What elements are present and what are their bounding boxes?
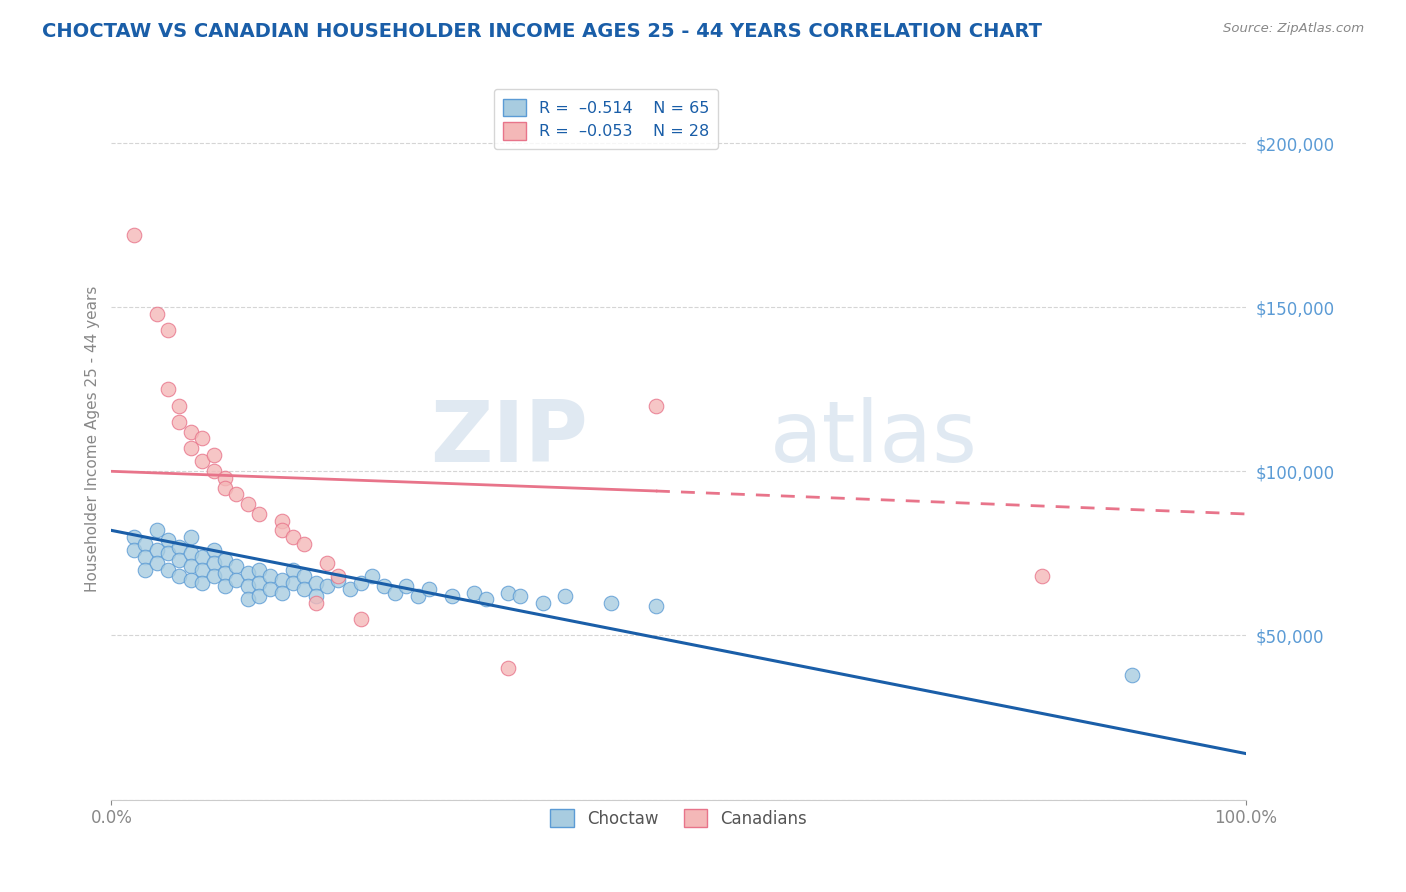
Point: [395, 579, 418, 593]
Point: [157, 533, 180, 548]
Point: [247, 507, 270, 521]
Point: [169, 399, 191, 413]
Point: [146, 543, 169, 558]
Point: [202, 556, 225, 570]
Point: [214, 471, 236, 485]
Point: [134, 549, 156, 564]
Text: CHOCTAW VS CANADIAN HOUSEHOLDER INCOME AGES 25 - 44 YEARS CORRELATION CHART: CHOCTAW VS CANADIAN HOUSEHOLDER INCOME A…: [42, 22, 1042, 41]
Point: [440, 589, 463, 603]
Point: [225, 559, 247, 574]
Point: [599, 596, 621, 610]
Point: [169, 540, 191, 554]
Point: [169, 415, 191, 429]
Point: [146, 307, 169, 321]
Point: [361, 569, 384, 583]
Point: [645, 599, 668, 613]
Point: [157, 546, 180, 560]
Point: [292, 536, 315, 550]
Point: [304, 589, 326, 603]
Point: [328, 569, 350, 583]
Text: atlas: atlas: [769, 397, 977, 480]
Legend: Choctaw, Canadians: Choctaw, Canadians: [544, 803, 814, 835]
Point: [509, 589, 531, 603]
Point: [350, 575, 373, 590]
Point: [191, 432, 214, 446]
Point: [247, 575, 270, 590]
Point: [157, 323, 180, 337]
Point: [384, 586, 406, 600]
Point: [281, 563, 304, 577]
Point: [180, 425, 202, 439]
Y-axis label: Householder Income Ages 25 - 44 years: Householder Income Ages 25 - 44 years: [86, 285, 100, 591]
Point: [247, 589, 270, 603]
Point: [236, 592, 259, 607]
Point: [236, 566, 259, 580]
Text: Source: ZipAtlas.com: Source: ZipAtlas.com: [1223, 22, 1364, 36]
Point: [281, 575, 304, 590]
Point: [292, 569, 315, 583]
Point: [498, 661, 520, 675]
Point: [214, 553, 236, 567]
Point: [122, 543, 145, 558]
Point: [191, 575, 214, 590]
Point: [236, 497, 259, 511]
Point: [122, 530, 145, 544]
Point: [180, 530, 202, 544]
Point: [316, 579, 339, 593]
Point: [236, 579, 259, 593]
Point: [259, 582, 281, 597]
Point: [292, 582, 315, 597]
Point: [214, 579, 236, 593]
Point: [247, 563, 270, 577]
Point: [259, 569, 281, 583]
Point: [122, 227, 145, 242]
Point: [225, 487, 247, 501]
Point: [191, 563, 214, 577]
Point: [350, 612, 373, 626]
Point: [554, 589, 576, 603]
Point: [157, 382, 180, 396]
Point: [169, 553, 191, 567]
Point: [406, 589, 429, 603]
Point: [180, 546, 202, 560]
Point: [270, 514, 292, 528]
Text: ZIP: ZIP: [430, 397, 588, 480]
Point: [191, 454, 214, 468]
Point: [157, 563, 180, 577]
Point: [339, 582, 361, 597]
Point: [418, 582, 440, 597]
Point: [1031, 569, 1053, 583]
Point: [180, 559, 202, 574]
Point: [498, 586, 520, 600]
Point: [202, 464, 225, 478]
Point: [1121, 668, 1143, 682]
Point: [202, 569, 225, 583]
Point: [225, 573, 247, 587]
Point: [316, 556, 339, 570]
Point: [270, 524, 292, 538]
Point: [281, 530, 304, 544]
Point: [202, 543, 225, 558]
Point: [214, 566, 236, 580]
Point: [180, 573, 202, 587]
Point: [531, 596, 554, 610]
Point: [270, 573, 292, 587]
Point: [463, 586, 485, 600]
Point: [169, 569, 191, 583]
Point: [304, 596, 326, 610]
Point: [270, 586, 292, 600]
Point: [191, 549, 214, 564]
Point: [645, 399, 668, 413]
Point: [146, 524, 169, 538]
Point: [134, 536, 156, 550]
Point: [214, 481, 236, 495]
Point: [202, 448, 225, 462]
Point: [475, 592, 498, 607]
Point: [373, 579, 395, 593]
Point: [180, 442, 202, 456]
Point: [146, 556, 169, 570]
Point: [134, 563, 156, 577]
Point: [328, 573, 350, 587]
Point: [304, 575, 326, 590]
